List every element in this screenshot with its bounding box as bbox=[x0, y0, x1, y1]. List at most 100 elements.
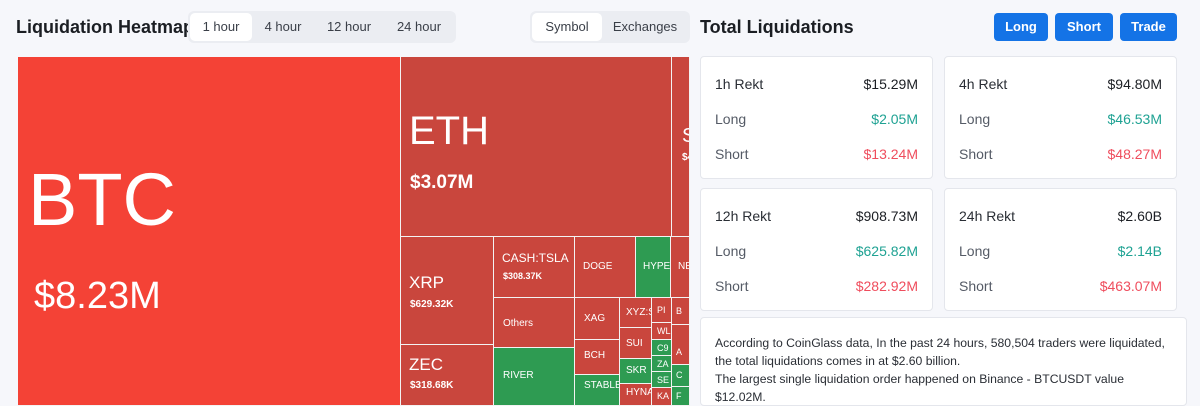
heatmap-cell-sui[interactable]: SUI bbox=[620, 328, 652, 359]
short-value: $13.24M bbox=[863, 146, 918, 162]
cell-name: A bbox=[676, 347, 683, 357]
cell-name: XRP bbox=[409, 273, 444, 292]
long-value: $2.05M bbox=[871, 111, 918, 127]
heatmap-cell-pi[interactable]: PI bbox=[652, 298, 672, 323]
cell-name: ZA bbox=[657, 359, 669, 369]
heatmap-cell-skr[interactable]: SKR bbox=[620, 359, 652, 384]
long-value: $2.14B bbox=[1117, 243, 1162, 259]
tab-24-hour[interactable]: 24 hour bbox=[396, 19, 442, 34]
heatmap-cell-zec[interactable]: ZEC $318.68K bbox=[401, 345, 494, 406]
card-short-row: Short $48.27M bbox=[959, 146, 1162, 166]
heatmap-cell-bch[interactable]: BCH bbox=[575, 340, 620, 375]
cell-name: PI bbox=[657, 305, 666, 315]
heatmap-cell-sol[interactable]: S $4 bbox=[672, 57, 690, 237]
long-button[interactable]: Long bbox=[994, 13, 1048, 41]
heatmap-panel: Liquidation Heatmap 1 hour 4 hour 12 hou… bbox=[16, 11, 690, 406]
heatmap-cell-others[interactable]: Others bbox=[494, 298, 575, 348]
cell-name: WL bbox=[657, 326, 671, 336]
total-liquidations-panel: Total Liquidations Long Short Trade 1h R… bbox=[690, 0, 1200, 406]
cell-name: DOGE bbox=[583, 261, 613, 272]
short-label: Short bbox=[715, 278, 749, 294]
long-label: Long bbox=[959, 111, 991, 127]
long-label: Long bbox=[959, 243, 991, 259]
heatmap-cell-b[interactable]: B bbox=[672, 298, 690, 325]
tab-exchanges[interactable]: Exchanges bbox=[612, 19, 678, 34]
short-label: Short bbox=[959, 278, 993, 294]
cell-name: HYNA bbox=[626, 387, 652, 398]
heatmap-cell-river[interactable]: RIVER bbox=[494, 348, 575, 406]
heatmap-cell-btc[interactable]: BTC $8.23M bbox=[18, 57, 401, 406]
heatmap-cell-xyz[interactable]: XYZ:S bbox=[620, 298, 652, 328]
heatmap-cell-cash-tsla[interactable]: CASH:TSLA $308.37K bbox=[494, 237, 575, 298]
cell-value: $8.23M bbox=[34, 275, 161, 317]
total-liquidations-title: Total Liquidations bbox=[700, 17, 854, 37]
card-short-row: Short $13.24M bbox=[715, 146, 918, 166]
card-total: $15.29M bbox=[863, 76, 918, 92]
card-total: $908.73M bbox=[855, 208, 918, 224]
card-total: $2.60B bbox=[1117, 208, 1162, 224]
cell-name: CASH:TSLA bbox=[502, 251, 569, 265]
heatmap-cell-c9[interactable]: C9 bbox=[652, 340, 672, 356]
rekt-card-12h: 12h Rekt $908.73M Long $625.82M Short $2… bbox=[700, 188, 933, 311]
cell-name: XYZ:S bbox=[626, 307, 651, 318]
cell-name: F bbox=[676, 391, 682, 401]
cell-value: $4 bbox=[682, 152, 689, 163]
heatmap-cell-wl[interactable]: WL bbox=[652, 323, 672, 340]
cell-name: SE bbox=[657, 375, 670, 385]
heatmap-cell-hype[interactable]: HYPE bbox=[636, 237, 671, 298]
long-label: Long bbox=[715, 111, 747, 127]
cell-name: ZEC bbox=[409, 355, 443, 374]
long-label: Long bbox=[715, 243, 747, 259]
cell-name: C bbox=[676, 370, 683, 380]
cell-value: $3.07M bbox=[410, 172, 474, 193]
rekt-card-24h: 24h Rekt $2.60B Long $2.14B Short $463.0… bbox=[944, 188, 1177, 311]
view-tabs: Symbol Exchanges bbox=[530, 11, 690, 43]
heatmap-cell-ka[interactable]: KA bbox=[652, 388, 672, 406]
rekt-card-4h: 4h Rekt $94.80M Long $46.53M Short $48.2… bbox=[944, 56, 1177, 179]
short-value: $463.07M bbox=[1099, 278, 1162, 294]
card-label: 1h Rekt bbox=[715, 76, 764, 92]
heatmap-cell-hyna[interactable]: HYNA bbox=[620, 384, 652, 406]
cell-name: C9 bbox=[657, 343, 669, 353]
heatmap-cell-za[interactable]: ZA bbox=[652, 356, 672, 372]
tab-1-hour[interactable]: 1 hour bbox=[190, 13, 252, 41]
card-total-row: 12h Rekt $908.73M bbox=[715, 208, 918, 228]
long-value: $46.53M bbox=[1107, 111, 1162, 127]
cell-name: NE bbox=[678, 261, 689, 272]
card-label: 12h Rekt bbox=[715, 208, 772, 224]
tab-4-hour[interactable]: 4 hour bbox=[264, 19, 302, 34]
card-long-row: Long $625.82M bbox=[715, 243, 918, 263]
cell-name: BCH bbox=[584, 350, 606, 361]
heatmap-cell-eth[interactable]: ETH $3.07M bbox=[401, 57, 672, 237]
card-short-row: Short $282.92M bbox=[715, 278, 918, 298]
heatmap-cell-doge[interactable]: DOGE bbox=[575, 237, 636, 298]
heatmap-cell-xrp[interactable]: XRP $629.32K bbox=[401, 237, 494, 345]
card-long-row: Long $46.53M bbox=[959, 111, 1162, 131]
trade-button[interactable]: Trade bbox=[1120, 13, 1177, 41]
heatmap-cell-ne[interactable]: NE bbox=[671, 237, 690, 298]
heatmap-cell-c[interactable]: C bbox=[672, 365, 690, 387]
cell-name: HYPE bbox=[643, 261, 671, 272]
cell-name: SUI bbox=[626, 338, 643, 349]
cell-value: $318.68K bbox=[410, 380, 454, 391]
liquidation-summary-note: According to CoinGlass data, In the past… bbox=[700, 317, 1187, 406]
heatmap-cell-xag[interactable]: XAG bbox=[575, 298, 620, 340]
cell-value: $629.32K bbox=[410, 299, 454, 310]
short-value: $282.92M bbox=[855, 278, 918, 294]
heatmap-cell-se[interactable]: SE bbox=[652, 372, 672, 388]
heatmap-cell-stable[interactable]: STABLE bbox=[575, 375, 620, 406]
cell-name: BTC bbox=[28, 158, 176, 241]
tab-symbol[interactable]: Symbol bbox=[532, 13, 602, 41]
summary-line-2: The largest single liquidation order hap… bbox=[715, 372, 1124, 404]
card-total: $94.80M bbox=[1107, 76, 1162, 92]
cell-name: STABLE bbox=[584, 380, 620, 391]
heatmap-cell-a[interactable]: A bbox=[672, 325, 690, 365]
short-label: Short bbox=[959, 146, 993, 162]
heatmap-cell-f[interactable]: F bbox=[672, 387, 690, 406]
card-label: 4h Rekt bbox=[959, 76, 1008, 92]
tab-12-hour[interactable]: 12 hour bbox=[326, 19, 372, 34]
cell-name: KA bbox=[657, 391, 670, 401]
cell-value: $308.37K bbox=[503, 271, 543, 281]
short-button[interactable]: Short bbox=[1055, 13, 1113, 41]
cell-name: RIVER bbox=[503, 370, 534, 381]
